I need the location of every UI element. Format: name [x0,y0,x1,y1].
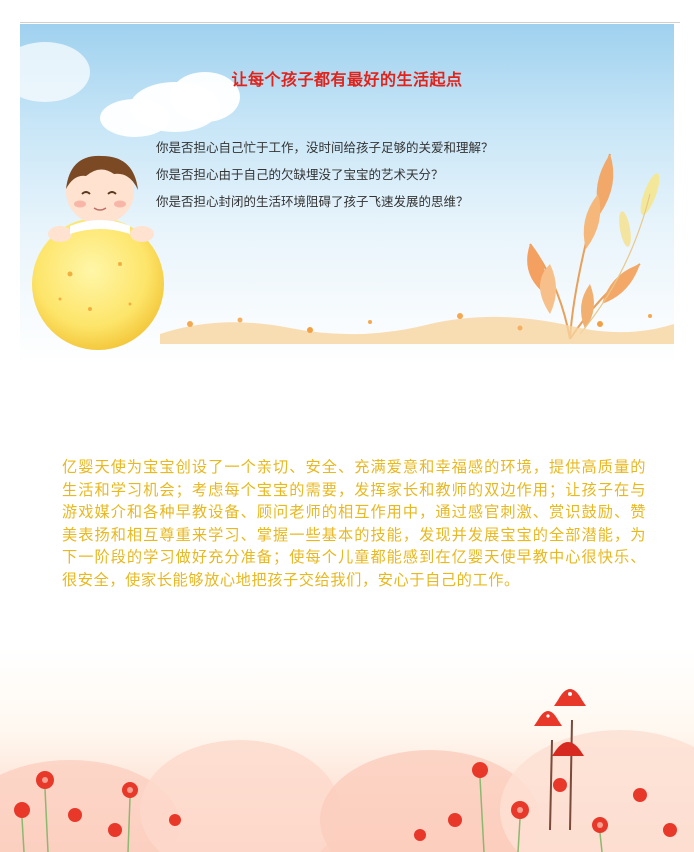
cartoon-child-illustration [32,155,164,350]
banner-title: 让每个孩子都有最好的生活起点 [231,70,463,89]
cloud-decoration [20,42,90,102]
bottom-banner [0,650,694,852]
question-item: 你是否担心自己忙于工作，没时间给孩子足够的关爱和理解？ [156,140,494,155]
intro-paragraph: 亿婴天使为宝宝创设了一个亲切、安全、充满爱意和幸福感的环境，提供高质量的生活和学… [62,458,646,589]
mushroom-house-illustration [534,689,586,830]
autumn-plant-illustration [527,153,660,340]
top-banner: 让每个孩子都有最好的生活起点 你是否担心自己忙于工作，没时间给孩子足够的关爱和理… [20,24,674,364]
cloud-decoration [170,72,240,122]
yellow-moon-ball [32,218,164,350]
pink-cloud-decoration [140,740,340,852]
sparkle-ground-decoration [160,313,674,344]
question-item: 你是否担心由于自己的欠缺埋没了宝宝的艺术天分？ [156,167,444,182]
question-item: 你是否担心封闭的生活环境阻碍了孩子飞速发展的思维？ [156,194,469,209]
question-list: 你是否担心自己忙于工作，没时间给孩子足够的关爱和理解？ 你是否担心由于自己的欠缺… [156,134,626,215]
red-flowers-illustration [14,762,677,852]
top-divider [20,22,680,23]
cloud-decoration [100,99,170,137]
